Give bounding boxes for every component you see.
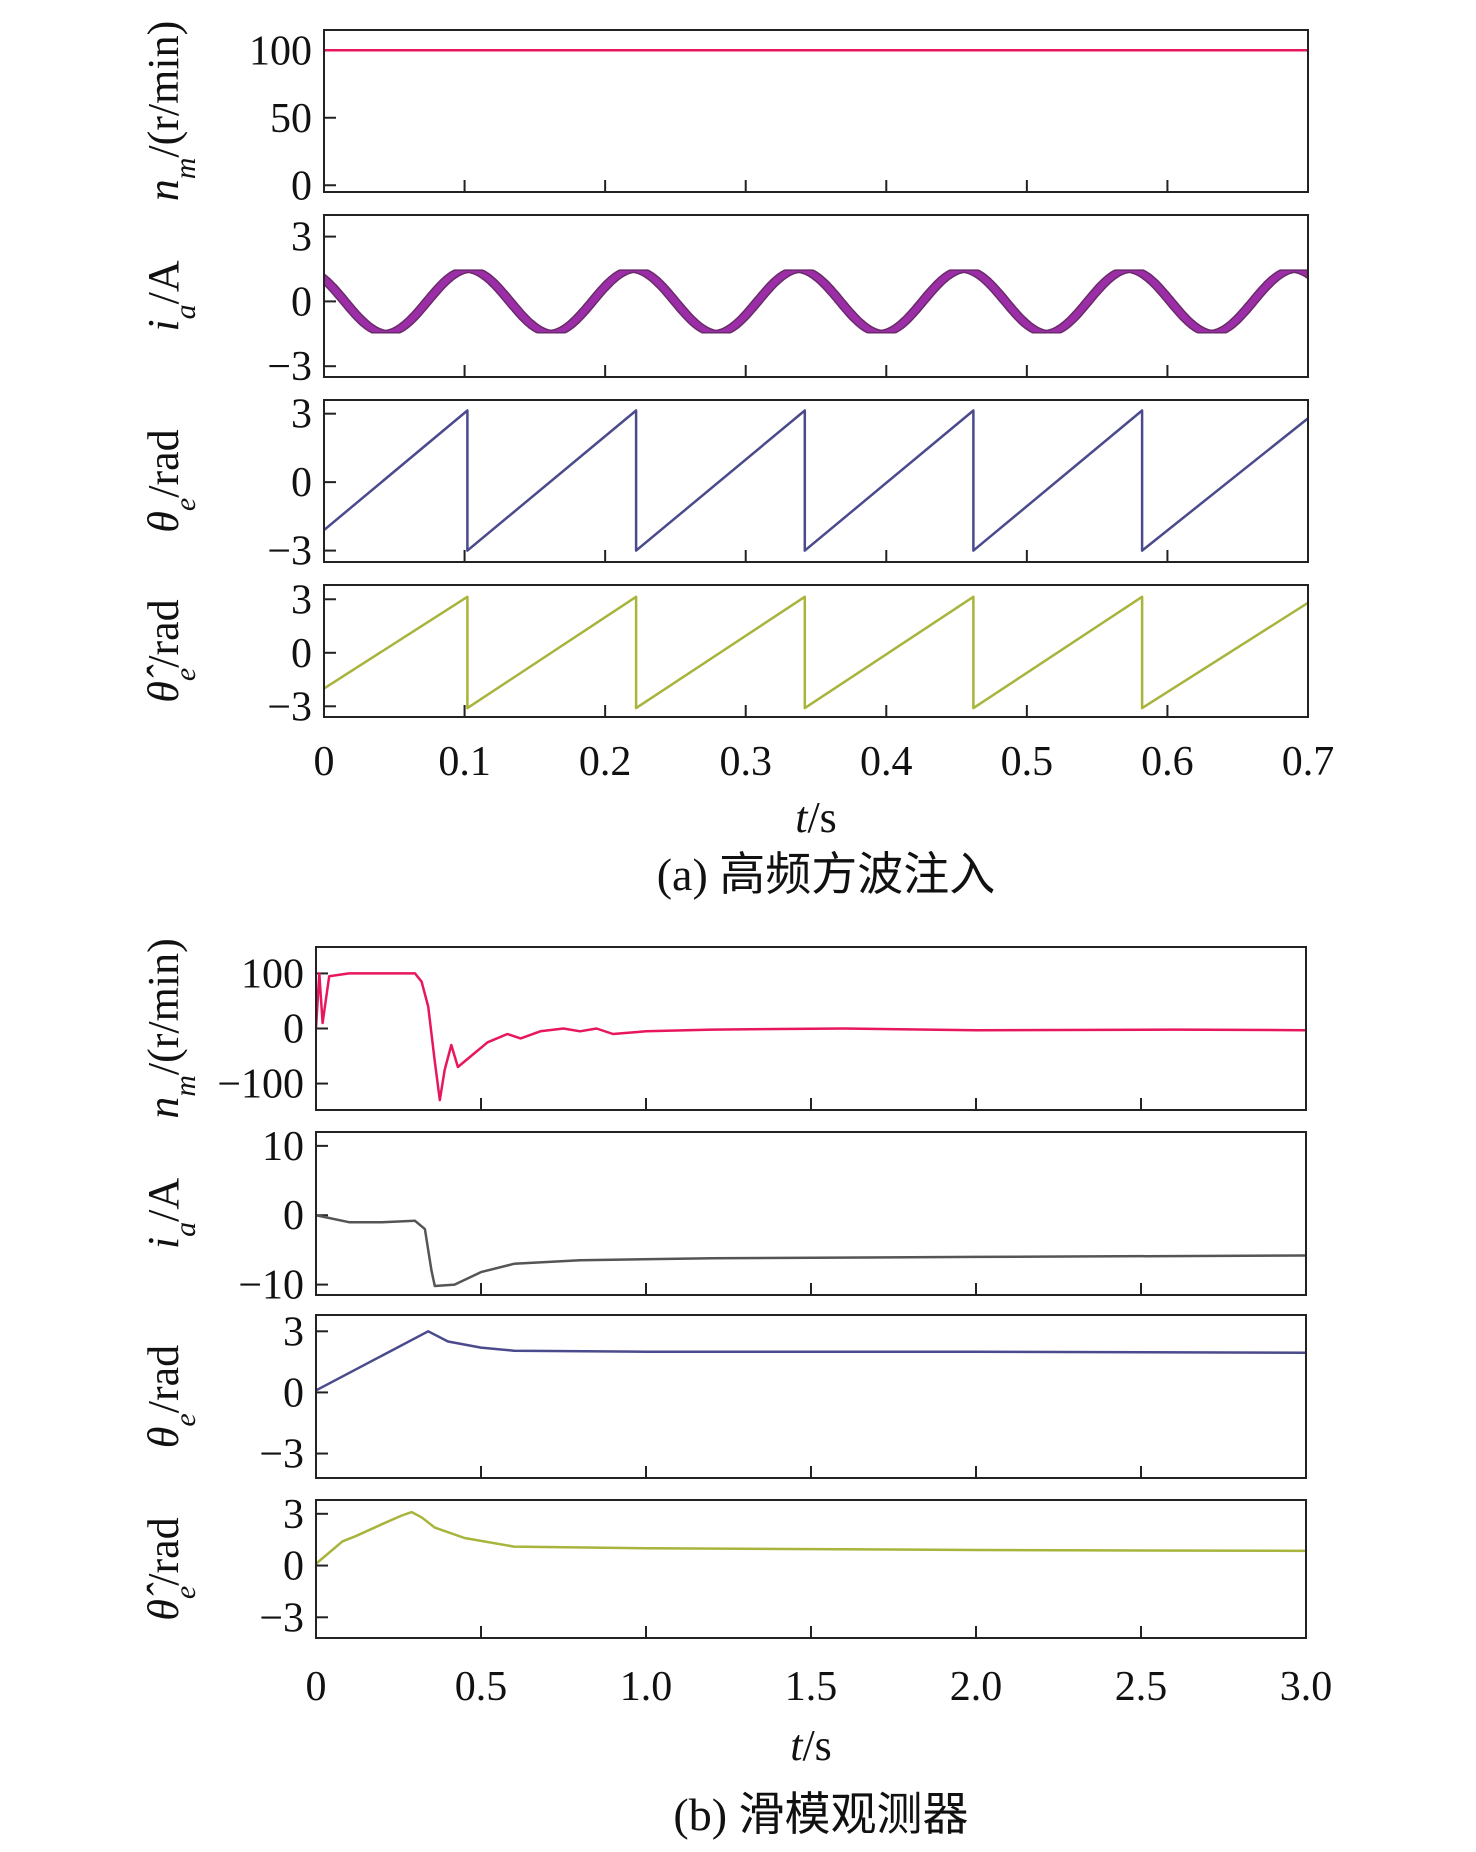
panel-4: −3 0 3 θ̂e/rad: [139, 577, 1309, 730]
y-tick-label: 0: [283, 1193, 304, 1239]
x-tick-label: 2.5: [1115, 1664, 1168, 1710]
y-axis-label: θ̂e/rad: [139, 599, 202, 702]
x-tick-label: 1.5: [785, 1664, 838, 1710]
y-axis-label: θe/rad: [139, 1345, 202, 1448]
x-tick-label: 0.1: [438, 739, 491, 785]
panel-frame: [323, 214, 1309, 378]
y-tick-label: 0: [291, 631, 312, 677]
y-tick-label: 3: [283, 1309, 304, 1355]
panel-1: 0 50 100 nm/(r/min): [139, 21, 1309, 209]
series-line: [317, 1330, 1305, 1392]
y-tick-label: −3: [259, 1595, 304, 1641]
y-tick-label: 0: [291, 460, 312, 506]
x-tick-label: 0.2: [579, 739, 632, 785]
y-tick-label: 3: [283, 1492, 304, 1538]
panel-frame: [323, 584, 1309, 718]
y-axis-label: θe/rad: [139, 429, 202, 532]
y-axis-label: ia/A: [139, 1178, 202, 1249]
chart-a: 050100nm/(r/min)−303ia/A−303θe/rad−303θ̂…: [139, 21, 1334, 900]
x-tick-label: 3.0: [1280, 1664, 1333, 1710]
x-tick-label: 0.6: [1141, 739, 1194, 785]
x-tick-label: 1.0: [620, 1664, 673, 1710]
panel-2: −10 0 10 ia/A: [139, 1124, 1307, 1309]
y-tick-label: 0: [291, 279, 312, 325]
series-line: [325, 595, 1307, 710]
y-tick-label: 0: [291, 163, 312, 209]
panel-2: −3 0 3 ia/A: [139, 214, 1309, 390]
y-tick-label: 100: [249, 28, 312, 74]
y-tick-label: 10: [262, 1124, 304, 1170]
y-axis-label: ia/A: [139, 260, 202, 331]
y-axis-label: nm/(r/min): [139, 21, 202, 202]
panel-3: −3 0 3 θe/rad: [139, 392, 1309, 575]
x-tick-label: 0: [306, 1664, 327, 1710]
chart-b: −1000100nm/(r/min)−10010ia/A−303θe/rad−3…: [139, 938, 1332, 1840]
y-tick-label: −3: [267, 684, 312, 730]
y-tick-label: 3: [291, 215, 312, 261]
panel-3: −3 0 3 θe/rad: [139, 1309, 1307, 1479]
panel-frame: [315, 1131, 1307, 1296]
y-tick-label: −3: [267, 529, 312, 575]
y-axis-label: nm/(r/min): [139, 938, 202, 1119]
y-tick-label: 0: [283, 1007, 304, 1053]
y-tick-label: 3: [291, 392, 312, 438]
y-tick-label: 50: [270, 96, 312, 142]
x-tick-label: 0.7: [1282, 739, 1335, 785]
x-axis-label: t/s: [795, 793, 837, 842]
x-tick-label: 0: [314, 739, 335, 785]
panel-4: −3 0 3 θ̂e/rad: [139, 1492, 1307, 1641]
y-tick-label: −100: [217, 1062, 304, 1108]
series-line: [317, 1510, 1305, 1565]
y-tick-label: −3: [259, 1432, 304, 1478]
y-tick-label: 100: [241, 951, 304, 997]
x-tick-label: 2.0: [950, 1664, 1003, 1710]
current-band: [325, 269, 1307, 334]
figure-caption: (a) 高频方波注入: [657, 849, 996, 900]
x-tick-label: 0.5: [455, 1664, 508, 1710]
y-axis-label: θ̂e/rad: [139, 1517, 202, 1620]
y-tick-label: −3: [267, 344, 312, 390]
y-tick-label: 3: [291, 577, 312, 623]
y-tick-label: −10: [238, 1263, 304, 1309]
panel-frame: [323, 399, 1309, 563]
x-axis-label: t/s: [790, 1721, 832, 1770]
panel-1: −100 0 100 nm/(r/min): [139, 938, 1307, 1119]
panel-frame: [323, 29, 1309, 193]
panel-frame: [315, 1314, 1307, 1479]
series-line: [317, 972, 1305, 1102]
figure-caption: (b) 滑模观测器: [673, 1789, 968, 1840]
x-tick-label: 0.3: [719, 739, 772, 785]
series-line: [325, 409, 1307, 552]
series-line: [317, 1214, 1305, 1288]
panel-frame: [315, 1499, 1307, 1639]
x-tick-label: 0.5: [1001, 739, 1054, 785]
x-tick-label: 0.4: [860, 739, 913, 785]
y-tick-label: 0: [283, 1544, 304, 1590]
y-tick-label: 0: [283, 1370, 304, 1416]
